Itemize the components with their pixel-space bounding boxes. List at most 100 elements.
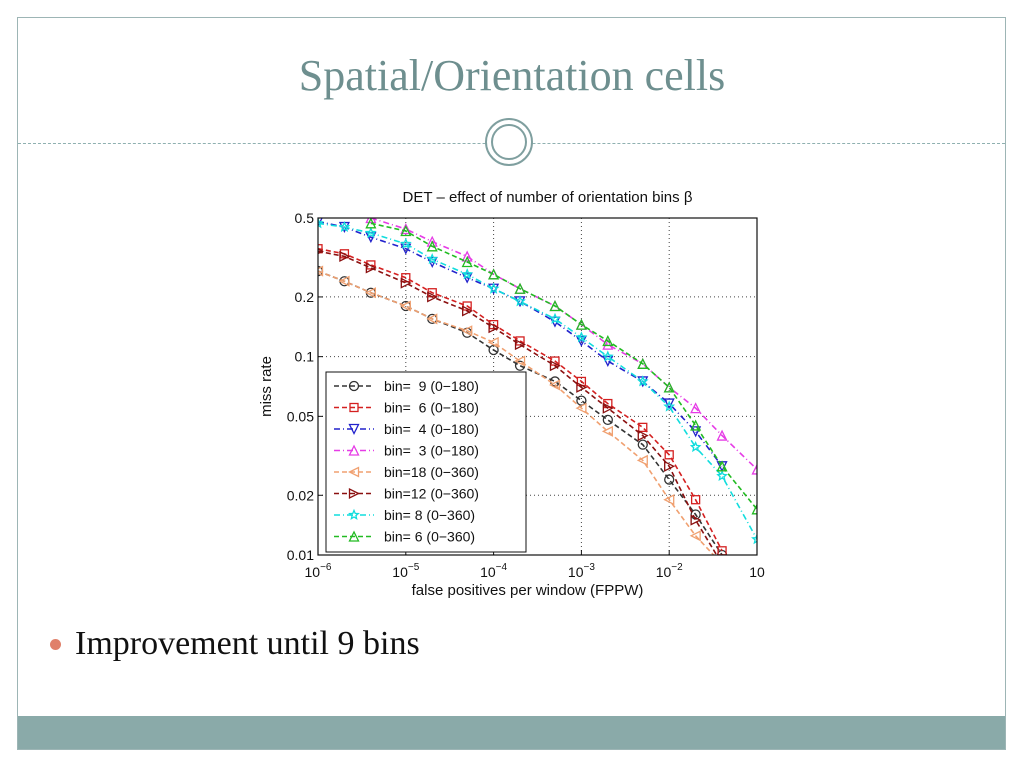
data-point xyxy=(364,226,377,239)
data-point xyxy=(718,560,727,569)
data-point xyxy=(400,225,412,237)
data-point xyxy=(487,282,500,294)
data-point xyxy=(576,395,587,406)
data-point xyxy=(400,243,412,255)
data-point xyxy=(663,400,676,412)
data-point xyxy=(487,336,499,348)
legend-box xyxy=(325,371,527,553)
chart-title-text: DET – effect of number of orientation bi… xyxy=(403,189,693,206)
data-point xyxy=(638,422,648,433)
data-point xyxy=(716,469,728,482)
data-point xyxy=(549,360,561,372)
legend-entry: bin= 4 (0−180) xyxy=(334,421,479,437)
data-point xyxy=(636,454,648,466)
data-point xyxy=(399,237,412,249)
data-point xyxy=(690,495,701,505)
data-point xyxy=(339,250,351,262)
data-point xyxy=(664,474,675,485)
data-point xyxy=(549,312,561,324)
data-point xyxy=(751,463,757,475)
y-tick-label: 0.5 xyxy=(295,210,315,226)
y-tick-label: 0.05 xyxy=(287,408,314,424)
data-point xyxy=(318,244,323,254)
data-point xyxy=(427,291,439,303)
data-point xyxy=(514,339,526,351)
data-point xyxy=(690,514,702,526)
det-chart: DET – effect of number of orientation bi… xyxy=(258,189,765,599)
data-point xyxy=(751,533,757,545)
data-point xyxy=(514,282,526,294)
data-point xyxy=(716,460,728,472)
x-axis-label: false positives per window (FPPW) xyxy=(412,582,644,599)
x-tick-label: 10−4 xyxy=(480,562,507,580)
divider-ring-ornament xyxy=(485,118,533,166)
series-6 xyxy=(318,248,718,555)
data-point xyxy=(364,287,377,299)
legend-label: bin= 8 (0−360) xyxy=(384,507,475,523)
legend-marker xyxy=(348,530,360,542)
series-line xyxy=(318,247,723,552)
x-tick-label: 10 xyxy=(749,564,765,580)
data-point xyxy=(461,250,473,262)
data-point xyxy=(575,318,587,330)
legend-entry: bin= 8 (0−360) xyxy=(334,507,475,523)
series-line xyxy=(318,250,718,555)
data-point xyxy=(663,381,675,393)
data-point xyxy=(488,322,500,334)
data-point xyxy=(751,503,757,515)
data-point xyxy=(426,313,438,325)
legend-entry: bin=12 (0−360) xyxy=(334,486,479,502)
legend-label: bin=12 (0−360) xyxy=(384,486,479,502)
data-point xyxy=(602,414,613,426)
series-line xyxy=(370,222,757,510)
data-point xyxy=(689,440,702,453)
data-point xyxy=(602,338,614,350)
chart-legend: bin= 9 (0−180) bin= 6 (0−180) bin= 4 (0−18… xyxy=(325,371,527,553)
legend-label: bin= 4 (0−180) xyxy=(384,421,479,437)
data-point xyxy=(401,273,411,283)
data-point xyxy=(716,429,728,441)
data-point xyxy=(663,398,675,410)
data-point xyxy=(637,430,649,442)
series-line xyxy=(318,270,715,555)
legend-entry: bin=18 (0−360) xyxy=(334,464,479,480)
data-point xyxy=(514,355,526,367)
data-point xyxy=(576,381,588,393)
chart-series xyxy=(318,218,757,569)
legend-marker xyxy=(348,466,360,478)
data-point xyxy=(690,419,702,431)
data-point xyxy=(690,402,702,414)
data-point xyxy=(602,355,614,368)
data-point xyxy=(461,268,473,280)
legend-entry: bin= 9 (0−180) xyxy=(334,378,479,394)
legend-entry: bin= 6 (0−360) xyxy=(334,529,475,545)
legend-label: bin= 6 (0−360) xyxy=(384,529,475,545)
footer-band xyxy=(18,716,1005,749)
x-tick-label: 10−2 xyxy=(656,562,683,580)
data-point xyxy=(514,295,526,307)
legend-marker xyxy=(348,487,360,500)
data-point xyxy=(689,530,701,542)
y-axis-label: miss rate xyxy=(258,356,275,417)
data-point xyxy=(636,375,649,387)
y-tick-label: 0.2 xyxy=(295,289,315,305)
plot-frame xyxy=(317,217,758,556)
data-point xyxy=(365,218,377,224)
data-point xyxy=(602,350,614,362)
series-line xyxy=(318,222,757,540)
legend-label: bin= 6 (0−180) xyxy=(384,400,479,416)
y-tick-label: 0.02 xyxy=(287,487,314,503)
data-point xyxy=(365,262,377,274)
legend-entry: bin= 3 (0−180) xyxy=(334,443,479,459)
chart-axes: 10−6 10−5 10−4 10−3 10−2 10 0.01 0.02 0.05 0.1 0.2… xyxy=(258,210,765,599)
legend-entry: bin= 6 (0−180) xyxy=(334,400,479,416)
data-point xyxy=(461,256,473,268)
data-point xyxy=(426,253,439,265)
data-point xyxy=(488,268,500,280)
data-point xyxy=(602,402,614,414)
data-point xyxy=(601,425,613,437)
data-point xyxy=(575,402,587,414)
series-line xyxy=(318,220,723,467)
series-7 xyxy=(318,218,757,545)
legend-label: bin= 9 (0−180) xyxy=(384,378,479,394)
